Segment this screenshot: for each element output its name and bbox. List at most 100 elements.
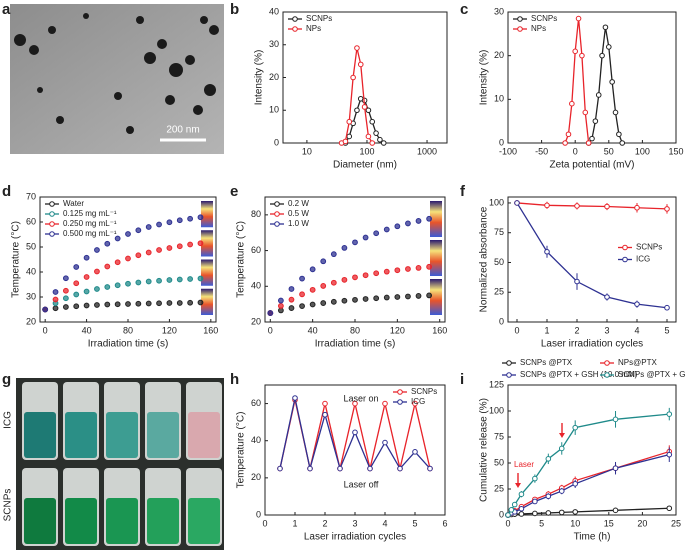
point bbox=[373, 270, 380, 277]
point bbox=[288, 286, 295, 292]
y-tick-label: 60 bbox=[251, 245, 261, 255]
point bbox=[135, 279, 142, 286]
legend-label: 0.2 W bbox=[288, 199, 309, 208]
point bbox=[412, 400, 418, 407]
point bbox=[352, 274, 358, 281]
point bbox=[125, 231, 131, 237]
x-tick-label: 120 bbox=[390, 325, 405, 335]
y-axis-label: Intensity (%) bbox=[254, 50, 265, 106]
point bbox=[426, 292, 433, 299]
legend-marker bbox=[274, 221, 280, 227]
point bbox=[394, 267, 401, 274]
point bbox=[145, 300, 152, 307]
point bbox=[156, 247, 162, 253]
point bbox=[574, 203, 580, 209]
legend-marker bbox=[517, 16, 523, 22]
thermal-image bbox=[430, 201, 442, 237]
point bbox=[362, 272, 369, 279]
y-tick-label: 40 bbox=[251, 281, 261, 291]
point bbox=[427, 465, 433, 472]
y-tick-label: 100 bbox=[489, 197, 504, 207]
scale-bar-label: 200 nm bbox=[166, 125, 199, 136]
point bbox=[595, 92, 602, 98]
point bbox=[176, 300, 183, 306]
point bbox=[599, 52, 605, 59]
vial-liquid bbox=[188, 498, 220, 544]
point bbox=[604, 294, 610, 300]
legend-label: SCNPs bbox=[411, 387, 437, 396]
point bbox=[634, 301, 640, 307]
y-tick-label: 60 bbox=[26, 216, 36, 226]
y-tick-label: 80 bbox=[251, 209, 261, 219]
point bbox=[114, 259, 121, 266]
point bbox=[574, 278, 580, 285]
point bbox=[156, 277, 162, 284]
annotation: Laser bbox=[514, 460, 534, 469]
point bbox=[405, 293, 411, 300]
point bbox=[362, 296, 369, 302]
panel-letter: f bbox=[460, 183, 466, 200]
vial-liquid bbox=[106, 412, 138, 458]
particle bbox=[14, 34, 26, 46]
point bbox=[354, 107, 360, 114]
row-label: ICG bbox=[3, 411, 14, 429]
particle bbox=[126, 126, 134, 134]
point bbox=[341, 244, 348, 251]
point bbox=[166, 300, 173, 306]
point bbox=[83, 254, 90, 261]
point bbox=[367, 465, 373, 472]
point bbox=[412, 449, 418, 455]
x-tick-label: 5 bbox=[412, 518, 417, 528]
thermal-image bbox=[430, 240, 442, 276]
point bbox=[322, 400, 328, 407]
x-axis-label: Laser irradiation cycles bbox=[304, 532, 406, 543]
point bbox=[197, 275, 204, 282]
point bbox=[369, 118, 376, 125]
point bbox=[330, 298, 337, 305]
point bbox=[612, 416, 619, 423]
point bbox=[585, 140, 592, 146]
point bbox=[508, 507, 515, 513]
point bbox=[299, 275, 305, 282]
point bbox=[532, 475, 538, 482]
point bbox=[383, 294, 390, 301]
tem-image bbox=[10, 4, 224, 154]
point bbox=[352, 239, 358, 246]
point bbox=[156, 300, 162, 307]
point bbox=[42, 306, 49, 313]
y-tick-label: 30 bbox=[26, 291, 36, 301]
panel-letter: i bbox=[460, 371, 464, 388]
point bbox=[382, 439, 388, 446]
panel-letter: d bbox=[2, 183, 11, 200]
panel-letter: g bbox=[2, 371, 11, 388]
point bbox=[83, 274, 90, 280]
x-tick-label: 10 bbox=[570, 518, 580, 528]
point bbox=[197, 299, 204, 306]
point bbox=[320, 283, 327, 289]
x-tick-label: 3 bbox=[604, 325, 609, 335]
point bbox=[558, 445, 565, 452]
y-tick-label: 125 bbox=[489, 379, 504, 389]
legend-marker bbox=[292, 26, 298, 32]
point bbox=[125, 280, 131, 287]
point bbox=[558, 488, 565, 494]
legend-marker bbox=[274, 201, 280, 207]
point bbox=[337, 465, 343, 472]
point bbox=[544, 202, 550, 209]
x-tick-label: 10 bbox=[302, 146, 312, 156]
legend-marker bbox=[49, 201, 55, 207]
y-tick-label: 0 bbox=[274, 137, 279, 147]
y-tick-label: 0 bbox=[499, 137, 504, 147]
panel-letter: c bbox=[460, 1, 468, 18]
point bbox=[666, 451, 673, 458]
point bbox=[514, 200, 520, 206]
point bbox=[135, 227, 142, 234]
legend-marker bbox=[506, 372, 512, 378]
x-tick-label: 0 bbox=[505, 518, 510, 528]
vial-liquid bbox=[24, 412, 56, 458]
point bbox=[277, 297, 284, 304]
point bbox=[62, 304, 69, 310]
x-tick-label: 100 bbox=[635, 146, 650, 156]
point bbox=[592, 118, 599, 124]
point bbox=[505, 512, 511, 518]
